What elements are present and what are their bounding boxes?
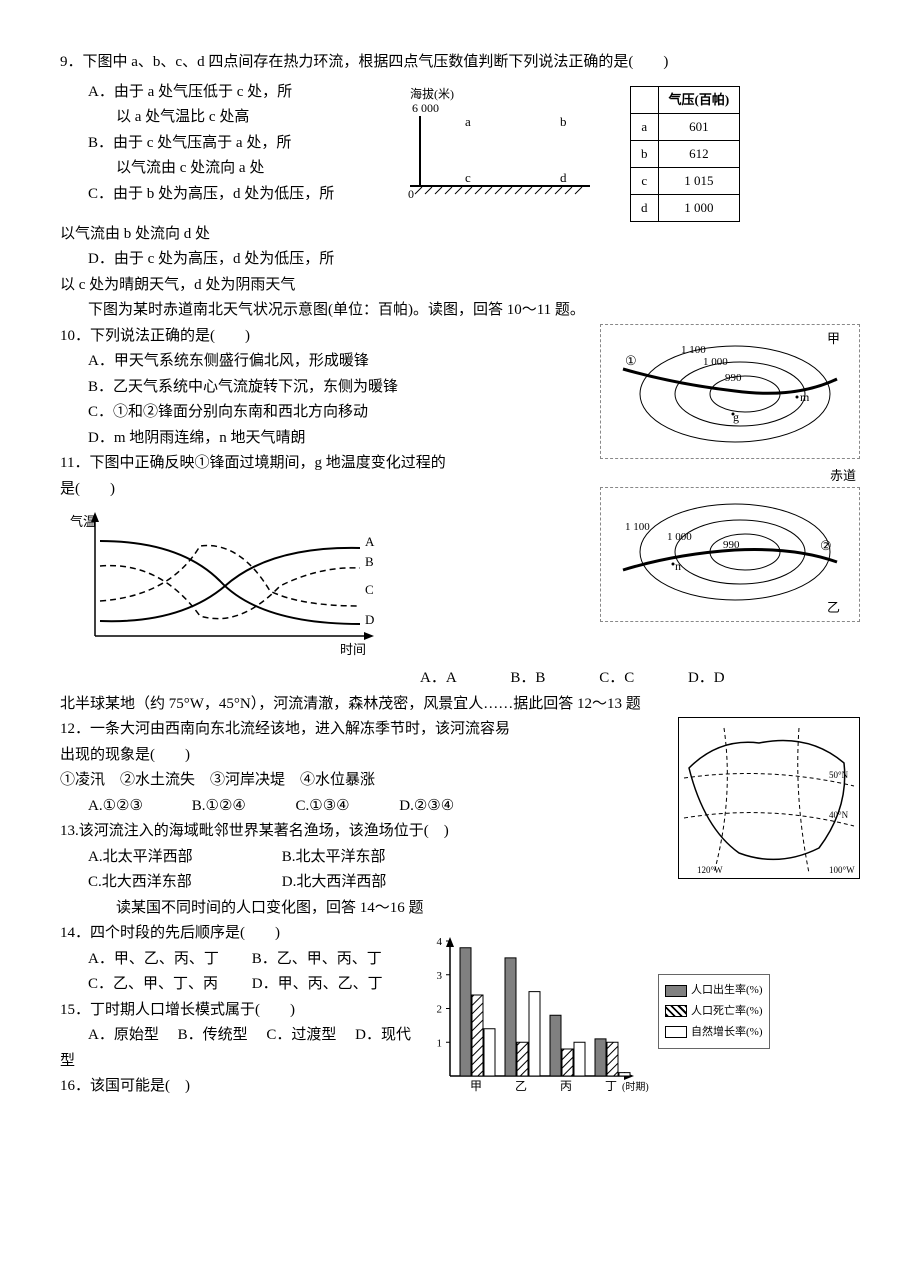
svg-text:2: 2 [437,1004,443,1016]
svg-text:时间: 时间 [340,642,366,657]
q9-altitude-diagram: 海拔(米) 6 000 a b c [370,86,600,206]
q10-D: D．m 地阴雨连绵，n 地天气晴朗 [60,426,590,452]
svg-text:990: 990 [725,372,742,384]
q9-C2: 以气流由 b 处流向 d 处 [60,222,860,248]
svg-text:b: b [560,114,567,129]
north-america-map: 50°N 40°N 120°W 100°W [678,717,860,879]
q12-choices: ①凌汛 ②水土流失 ③河岸决堤 ④水位暴涨 [60,768,670,794]
svg-text:d: d [560,170,567,185]
q9-A1: A．由于 a 处气压低于 c 处，所 [60,80,370,106]
svg-text:0: 0 [408,187,414,201]
q9-D2: 以 c 处为晴朗天气，d 处为阴雨天气 [60,273,860,299]
intro-10-11: 下图为某时赤道南北天气状况示意图(单位：百帕)。读图，回答 10～11 题。 [60,298,860,324]
q11-stem2: 是( ) [60,477,590,503]
q9-C1: C．由于 b 处为高压，d 处为低压，所 [60,182,370,208]
svg-text:D: D [365,612,374,627]
q11-options: A．A B．B C．C D．D [60,666,860,692]
q12-stem1: 12．一条大河由西南向东北流经该地，进入解冻季节时，该河流容易 [60,717,670,743]
svg-text:1 000: 1 000 [667,531,692,543]
intro-14-16: 读某国不同时间的人口变化图，回答 14～16 题 [60,896,860,922]
population-bar-chart: 4 3 2 1 甲 乙 丙 丁 (时期) [420,921,650,1101]
q11-stem1: 11．下图中正确反映①锋面过境期间，g 地温度变化过程的 [60,451,590,477]
ytick: 6 000 [412,101,439,115]
svg-text:50°N: 50°N [829,770,849,780]
q9-pressure-table: 气压(百帕) a601 b612 c1 015 d1 000 [630,86,740,222]
q13-row2: C.北大西洋东部 D.北大西洋西部 [60,870,670,896]
svg-text:3: 3 [437,970,443,982]
intro-12-13: 北半球某地（约 75°W，45°N），河流清澈，森林茂密，风景宜人……据此回答 … [60,692,860,718]
svg-text:1: 1 [437,1038,443,1050]
bar-chart-legend: 人口出生率(%) 人口死亡率(%) 自然增长率(%) [658,974,770,1048]
q16-stem: 16．该国可能是( ) [60,1074,420,1100]
q15-opts: A．原始型 B．传统型 C．过渡型 D．现代 [60,1023,420,1049]
svg-text:120°W: 120°W [697,865,723,875]
svg-text:n: n [675,559,681,573]
equator-label: 赤道 [600,465,860,487]
svg-text:A: A [365,534,375,549]
svg-text:4: 4 [437,936,443,948]
q10-B: B．乙天气系统中心气流旋转下沉，东侧为暖锋 [60,375,590,401]
ylabel: 海拔(米) [410,86,454,101]
q10-A: A．甲天气系统东侧盛行偏北风，形成暖锋 [60,349,590,375]
q9-B2: 以气流由 c 处流向 a 处 [60,156,370,182]
svg-text:1 000: 1 000 [703,356,728,368]
svg-text:c: c [465,170,471,185]
q10-C: C．①和②锋面分别向东南和西北方向移动 [60,400,590,426]
svg-text:甲: 甲 [470,1079,482,1093]
svg-text:m: m [800,390,810,404]
svg-text:a: a [465,114,471,129]
svg-text:B: B [365,554,374,569]
svg-text:丙: 丙 [560,1079,572,1093]
weather-system-top: 甲 1 100 1 000 990 ① g m [600,324,860,459]
q9-D1: D．由于 c 处为高压，d 处为低压，所 [60,247,860,273]
svg-text:1 100: 1 100 [625,521,650,533]
svg-text:①: ① [625,353,637,368]
q9-B1: B．由于 c 处气压高于 a 处，所 [60,131,370,157]
q15-tail: 型 [60,1049,420,1075]
svg-text:1 100: 1 100 [681,344,706,356]
q15-stem: 15．丁时期人口增长模式属于( ) [60,998,420,1024]
svg-text:100°W: 100°W [829,865,855,875]
svg-text:②: ② [820,538,832,553]
svg-text:(时期): (时期) [622,1081,649,1093]
q10-stem: 10．下列说法正确的是( ) [60,324,590,350]
svg-text:g: g [733,410,739,424]
svg-text:乙: 乙 [827,600,840,615]
temp-curve-figure: 气温 时间 A B C D [60,506,590,666]
q13-stem: 13.该河流注入的海域毗邻世界某著名渔场，该渔场位于( ) [60,819,670,845]
svg-text:C: C [365,582,374,597]
svg-text:气温: 气温 [70,514,96,529]
q13-row1: A.北太平洋西部 B.北太平洋东部 [60,845,670,871]
weather-system-bot: 乙 1 100 1 000 990 ② n [600,487,860,622]
q14-row2: C．乙、甲、丁、丙 D．甲、丙、乙、丁 [60,972,420,998]
svg-text:40°N: 40°N [829,810,849,820]
q9-stem: 9．下图中 a、b、c、d 四点间存在热力环流，根据四点气压数值判断下列说法正确… [60,50,860,76]
q12-options: A.①②③ B.①②④ C.①③④ D.②③④ [60,794,670,820]
svg-text:丁: 丁 [605,1079,617,1093]
q12-stem2: 出现的现象是( ) [60,743,670,769]
q14-row1: A．甲、乙、丙、丁 B．乙、甲、丙、丁 [60,947,420,973]
svg-text:乙: 乙 [515,1079,527,1093]
q14-stem: 14．四个时段的先后顺序是( ) [60,921,420,947]
q9-A2: 以 a 处气温比 c 处高 [60,105,370,131]
svg-text:甲: 甲 [827,331,840,346]
